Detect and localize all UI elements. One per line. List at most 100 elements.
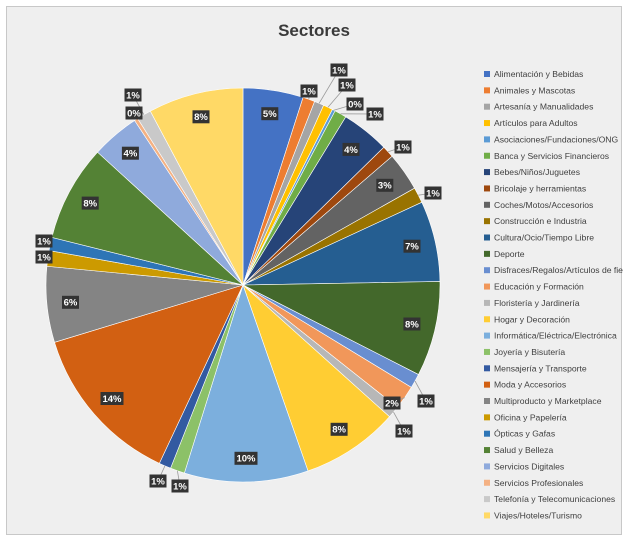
data-label-text: 2%: [385, 398, 399, 409]
data-label-text: 6%: [64, 298, 78, 309]
legend-item-opticas-y-gafas: Ópticas y Gafas: [484, 429, 555, 439]
data-label-box: [300, 84, 318, 98]
data-label-box: [192, 110, 210, 124]
legend-swatch: [484, 250, 490, 257]
data-label-deporte: 8%: [403, 317, 421, 331]
legend-label: Moda y Accesorios: [494, 380, 566, 390]
data-label-text: 0%: [348, 99, 362, 110]
data-label-oficina-y-papeleria: 1%: [35, 250, 53, 264]
legend-item-construccion-e-industria: Construcción e Industria: [484, 216, 587, 226]
slice-viajes-hoteles-turismo: [149, 87, 244, 286]
data-label-text: 1%: [151, 476, 165, 487]
data-label-servicios-digitales: 4%: [121, 146, 139, 160]
data-label-text: 8%: [332, 425, 346, 436]
legend-item-oficina-y-papeleria: Oficina y Papelería: [484, 412, 567, 422]
data-label-text: 1%: [126, 90, 140, 101]
legend-label: Banca y Servicios Financieros: [494, 151, 609, 161]
data-label-box: [330, 422, 348, 436]
data-label-box: [81, 196, 99, 210]
legend-swatch: [484, 414, 490, 421]
data-label-informatica-electrica-electronica: 10%: [234, 451, 258, 465]
legend-item-salud-y-belleza: Salud y Belleza: [484, 445, 553, 455]
legend-label: Educación y Formación: [494, 282, 584, 292]
legend-swatch: [484, 430, 490, 437]
legend-label: Multiproducto y Marketplace: [494, 396, 602, 406]
data-label-text: 1%: [37, 252, 51, 263]
data-label-viajes-hoteles-turismo: 8%: [192, 110, 210, 124]
data-label-articulos-para-adultos: 1%: [338, 78, 356, 92]
legend-swatch: [484, 218, 490, 225]
data-label-text: 1%: [396, 142, 410, 153]
legend-item-multiproducto-y-marketplace: Multiproducto y Marketplace: [484, 396, 602, 406]
data-label-text: 1%: [340, 80, 354, 91]
legend: Alimentación y Bebidas Animales y Mascota…: [484, 69, 623, 520]
legend-item-alimentacion-y-bebidas: Alimentación y Bebidas: [484, 69, 583, 79]
legend-label: Informática/Eléctrica/Electrónica: [494, 331, 617, 341]
legend-label: Alimentación y Bebidas: [494, 69, 583, 79]
legend-label: Artesanía y Manualidades: [494, 102, 593, 112]
data-label-text: 14%: [102, 394, 122, 405]
legend-item-deporte: Deporte: [484, 249, 525, 259]
legend-swatch: [484, 185, 490, 192]
data-labels: 5% 1% 1% 1% 0% 1% 4% 1% 3% 1% 7% 8% 1% 2% 1% 8% 10% 1% 1% 1…: [35, 63, 442, 493]
data-label-text: 5%: [263, 109, 277, 120]
legend-label: Oficina y Papelería: [494, 412, 567, 422]
pie-slices: [45, 87, 441, 483]
data-label-box: [149, 474, 167, 488]
legend-item-banca-y-servicios-financieros: Banca y Servicios Financieros: [484, 151, 609, 161]
legend-label: Viajes/Hoteles/Turismo: [494, 510, 582, 520]
legend-label: Mensajería y Transporte: [494, 363, 587, 373]
legend-label: Animales y Mascotas: [494, 85, 575, 95]
data-label-telefonia-y-telecomunicaciones: 1%: [124, 88, 142, 102]
data-label-box: [234, 451, 258, 465]
data-label-box: [383, 396, 401, 410]
legend-swatch: [484, 463, 490, 470]
legend-swatch: [484, 283, 490, 290]
legend-item-floristeria-y-jardineria: Floristería y Jardinería: [484, 298, 580, 308]
legend-label: Salud y Belleza: [494, 445, 553, 455]
data-label-box: [261, 107, 279, 121]
data-label-box: [35, 250, 53, 264]
data-label-asociaciones-fundaciones-ong: 0%: [346, 97, 364, 111]
legend-swatch: [484, 365, 490, 372]
legend-label: Construcción e Industria: [494, 216, 587, 226]
data-label-text: 1%: [426, 188, 440, 199]
legend-label: Servicios Profesionales: [494, 478, 583, 488]
data-label-text: 8%: [83, 199, 97, 210]
data-label-box: [62, 295, 79, 309]
slice-deporte: [242, 281, 441, 375]
legend-item-informatica-electrica-electronica: Informática/Eléctrica/Electrónica: [484, 331, 617, 341]
data-label-text: 0%: [127, 108, 141, 119]
legend-label: Joyería y Bisutería: [494, 347, 565, 357]
data-label-text: 4%: [124, 149, 138, 160]
data-label-box: [417, 394, 435, 408]
data-label-box: [395, 424, 413, 438]
legend-item-disfraces-regalos-articulos-de-fiesta: Disfraces/Regalos/Artículos de fiesta: [484, 265, 623, 275]
legend-item-articulos-para-adultos: Artículos para Adultos: [484, 118, 578, 128]
legend-item-asociaciones-fundaciones-ong: Asociaciones/Fundaciones/ONG: [484, 134, 619, 144]
legend-label: Floristería y Jardinería: [494, 298, 580, 308]
slice-moda-y-accesorios: [54, 284, 244, 464]
data-label-box: [35, 234, 53, 248]
data-label-mensajeria-y-transporte: 1%: [149, 474, 167, 488]
data-label-box: [394, 140, 412, 154]
legend-label: Ópticas y Gafas: [494, 429, 555, 439]
data-label-text: 10%: [236, 454, 256, 465]
legend-swatch: [484, 169, 490, 176]
legend-swatch: [484, 512, 490, 519]
data-label-text: 7%: [405, 242, 419, 253]
legend-label: Asociaciones/Fundaciones/ONG: [494, 134, 619, 144]
data-label-text: 1%: [397, 426, 411, 437]
slice-hogar-y-decoracion: [242, 284, 390, 472]
legend-item-coches-motos-accesorios: Coches/Motos/Accesorios: [484, 200, 593, 210]
data-label-animales-y-mascotas: 1%: [300, 84, 318, 98]
legend-item-cultura-ocio-tiempo-libre: Cultura/Ocio/Tiempo Libre: [484, 233, 594, 243]
legend-item-animales-y-mascotas: Animales y Mascotas: [484, 85, 575, 95]
slice-informatica-electrica-electronica: [183, 284, 309, 483]
data-label-hogar-y-decoracion: 8%: [330, 422, 348, 436]
legend-swatch: [484, 201, 490, 208]
legend-swatch: [484, 152, 490, 159]
legend-swatch: [484, 348, 490, 355]
data-label-text: 1%: [332, 65, 346, 76]
chart-area: Sectores 5% 1% 1% 1% 0% 1% 4% 1% 3% 1% 7% 8% 1% 2% 1% 8…: [6, 6, 623, 535]
